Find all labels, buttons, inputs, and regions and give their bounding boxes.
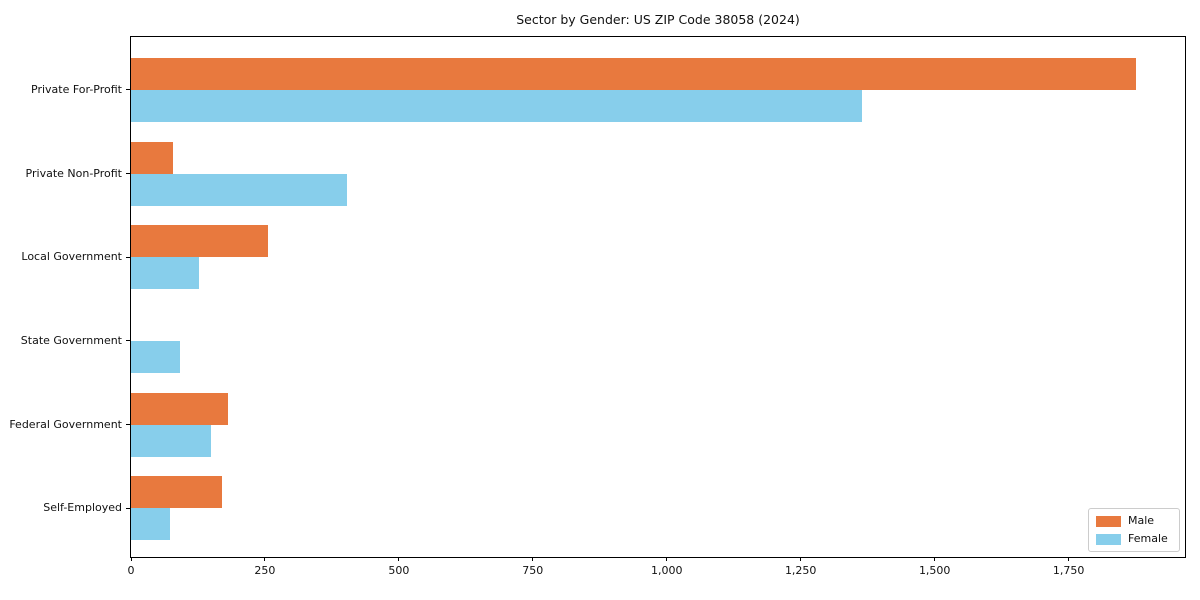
legend-label-female: Female (1128, 532, 1168, 545)
y-tick-mark-private-for-profit (126, 89, 130, 91)
x-tick-label-500: 500 (388, 564, 410, 577)
x-tick-label-1,750: 1,750 (1052, 564, 1085, 577)
legend: Male Female (1088, 508, 1180, 552)
female-color-swatch (1096, 533, 1121, 545)
x-tick-mark-500 (398, 557, 400, 561)
y-tick-mark-local-government (126, 256, 130, 258)
x-tick-mark-0 (130, 557, 132, 561)
bar-male-self-employed (131, 476, 223, 509)
bar-female-local-government (131, 257, 199, 290)
y-tick-mark-federal-government (126, 424, 130, 425)
x-tick-mark-1,250 (800, 557, 802, 561)
bar-male-private-for-profit (131, 57, 1136, 90)
legend-entry-female: Female (1096, 533, 1171, 545)
y-tick-label-private-for-profit: Private For-Profit (31, 82, 122, 96)
x-tick-label-1,000: 1,000 (651, 564, 683, 577)
legend-label-male: Male (1128, 514, 1155, 527)
bar-female-private-non-profit (131, 173, 347, 206)
x-tick-label-1,500: 1,500 (918, 564, 951, 577)
bar-female-state-government (131, 340, 181, 373)
y-tick-label-federal-government: Federal Government (9, 417, 122, 431)
y-tick-label-local-government: Local Government (21, 250, 122, 264)
x-tick-label-0: 0 (127, 564, 135, 577)
x-tick-label-250: 250 (254, 564, 276, 577)
x-tick-mark-1,500 (934, 557, 936, 561)
x-tick-mark-250 (264, 557, 266, 561)
bar-male-federal-government (131, 392, 228, 425)
y-tick-label-self-employed: Self-Employed (43, 501, 122, 515)
bar-male-local-government (131, 225, 268, 258)
x-tick-label-750: 750 (522, 564, 544, 577)
y-tick-mark-state-government (126, 340, 130, 342)
y-tick-label-state-government: State Government (20, 333, 122, 347)
y-tick-label-private-non-profit: Private Non-Profit (25, 166, 122, 180)
legend-entry-male: Male (1096, 515, 1171, 527)
bar-female-federal-government (131, 424, 211, 457)
x-tick-mark-1,000 (666, 557, 668, 561)
x-tick-mark-750 (532, 557, 534, 561)
bar-female-private-for-profit (131, 89, 863, 122)
male-color-swatch (1096, 515, 1121, 527)
plot-area: Male Female Private For-Profit Private No… (9, 36, 1186, 577)
bar-male-private-non-profit (131, 141, 174, 174)
y-tick-mark-self-employed (126, 507, 130, 509)
chart-title: Sector by Gender: US ZIP Code 38058 (202… (516, 12, 800, 27)
y-tick-mark-private-non-profit (126, 173, 130, 174)
bar-female-self-employed (131, 508, 171, 541)
x-tick-label-1,250: 1,250 (784, 564, 817, 577)
x-tick-mark-1,750 (1068, 557, 1070, 561)
